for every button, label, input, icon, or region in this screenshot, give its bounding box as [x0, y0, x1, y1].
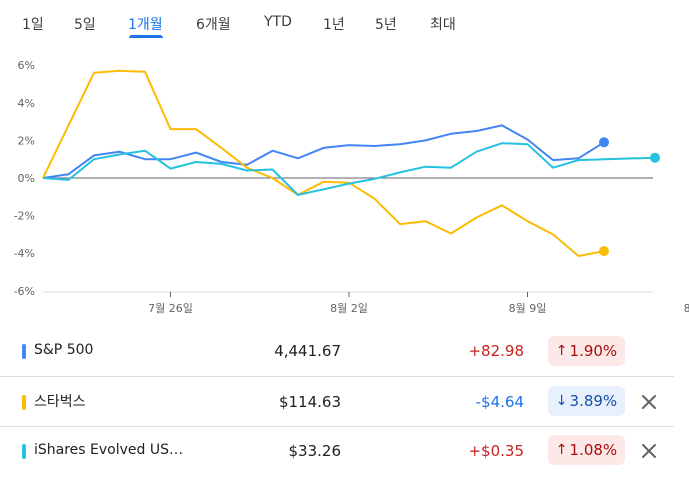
range-tabs: 1일 5일 1개월 6개월 YTD 1년 5년 최대	[0, 0, 689, 40]
x-tick-label: 8월 9일	[509, 301, 547, 315]
row-price: $114.63	[278, 393, 341, 411]
row-percent-badge: ↑ 1.08%	[548, 435, 625, 465]
series-color-swatch	[22, 395, 26, 410]
x-tick-label: 7월 26일	[148, 301, 193, 315]
y-tick-label: 6%	[18, 59, 35, 72]
row-divider	[0, 376, 674, 377]
tab-5y[interactable]: 5년	[375, 17, 397, 33]
row-price: 4,441.67	[274, 342, 341, 360]
comparison-row-sp500[interactable]: S&P 500 4,441.67 +82.98 ↑ 1.90%	[0, 326, 674, 375]
row-price: $33.26	[288, 442, 342, 460]
y-tick-label: 0%	[18, 172, 35, 185]
close-icon[interactable]	[638, 391, 660, 413]
arrow-down-icon: ↓	[555, 393, 568, 409]
row-percent: 1.90%	[569, 342, 618, 360]
row-percent: 3.89%	[569, 392, 618, 410]
row-percent-badge: ↓ 3.89%	[548, 386, 625, 416]
close-icon[interactable]	[638, 440, 660, 462]
row-name: iShares Evolved US…	[34, 442, 183, 458]
row-change: +82.98	[468, 342, 524, 360]
series-end-point	[650, 152, 660, 163]
series-line	[42, 69, 605, 257]
comparison-row-ishares[interactable]: iShares Evolved US… $33.26 +$0.35 ↑ 1.08…	[0, 427, 674, 476]
row-change: +$0.35	[468, 442, 524, 460]
tab-max[interactable]: 최대	[430, 17, 456, 33]
row-name: S&P 500	[34, 342, 94, 358]
row-divider	[0, 426, 674, 427]
tab-1y[interactable]: 1년	[323, 17, 345, 33]
series-color-swatch	[22, 344, 26, 359]
y-tick-label: 4%	[18, 97, 35, 110]
tab-1m[interactable]: 1개월	[128, 17, 163, 33]
y-tick-label: -6%	[14, 285, 35, 298]
y-tick-label: 2%	[18, 134, 35, 147]
comparison-row-starbucks[interactable]: 스타벅스 $114.63 -$4.64 ↓ 3.89%	[0, 377, 674, 426]
tab-ytd[interactable]: YTD	[264, 14, 292, 30]
x-tick-label: 8월 2일	[330, 301, 368, 315]
tab-5d[interactable]: 5일	[74, 17, 96, 33]
arrow-up-icon: ↑	[555, 343, 568, 359]
x-tick-label: 8월 16일	[684, 301, 689, 315]
arrow-up-icon: ↑	[555, 442, 568, 458]
series-end-point	[599, 246, 609, 257]
y-tick-label: -2%	[14, 210, 35, 223]
series-color-swatch	[22, 444, 26, 459]
row-percent-badge: ↑ 1.90%	[548, 336, 625, 366]
comparison-chart: 6% 4% 2% 0% -2% -4% -6% 7월 26일 8월 2일 8월 9일 8월 16일	[14, 59, 689, 315]
row-name: 스타벅스	[34, 394, 86, 410]
series-end-point	[599, 137, 609, 148]
tab-6m[interactable]: 6개월	[196, 17, 231, 33]
row-change: -$4.64	[475, 393, 524, 411]
series-line	[42, 124, 605, 179]
tab-1d[interactable]: 1일	[22, 17, 44, 33]
y-tick-label: -4%	[14, 247, 35, 260]
series-line	[42, 142, 656, 196]
row-percent: 1.08%	[569, 441, 618, 459]
active-tab-indicator	[129, 35, 163, 38]
